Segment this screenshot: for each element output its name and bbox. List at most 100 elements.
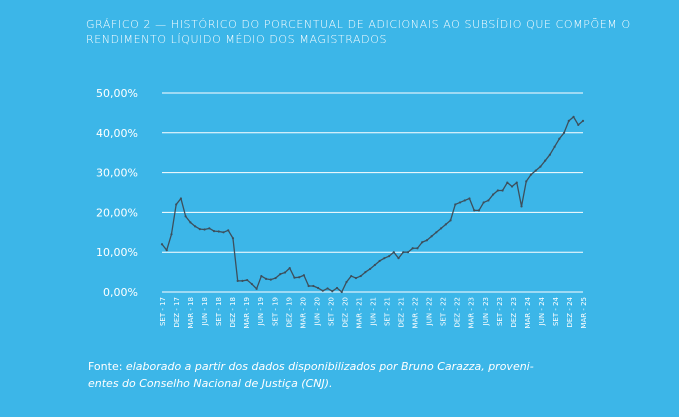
x-tick-label: MAR - 19 [243,297,251,329]
data-point [463,199,466,202]
data-point [260,274,263,278]
data-point [482,201,485,204]
y-tick-label: 20,00% [96,206,138,219]
data-point [444,223,447,226]
data-point [279,272,282,276]
data-point [425,239,428,242]
data-point [340,290,343,294]
x-tick-label: DEZ - 21 [398,297,406,328]
y-tick-label: 0,00% [103,286,138,299]
x-tick-label: SET - 19 [271,297,279,326]
x-tick-label: JUN - 22 [426,297,434,326]
data-point [468,197,471,200]
data-point [241,279,244,282]
data-point [212,230,216,233]
data-point [416,247,419,250]
x-tick-label: SET - 18 [215,297,223,326]
x-tick-label: JUN - 19 [257,297,265,326]
x-tick-label: MAR - 20 [299,297,307,329]
x-tick-label: SET - 23 [496,297,504,326]
data-point [506,181,509,184]
data-point [345,280,348,284]
x-tick-label: MAR - 24 [524,296,532,328]
source-prefix: Fonte: [88,360,126,373]
data-point [335,286,339,290]
data-point [208,227,211,230]
data-point [458,201,462,204]
data-point [572,115,575,118]
data-point [175,203,178,206]
x-tick-label: SET - 21 [384,297,392,326]
data-point [387,255,391,258]
x-axis-tick-labels: SET - 17 DEZ - 17 MAR - 18 JUN - 18 SET - 18… [159,296,588,328]
data-point [411,247,414,250]
data-point [354,276,358,280]
data-point [231,237,235,240]
x-tick-label: JUN - 20 [313,297,321,326]
data-point [236,279,239,282]
data-point [378,259,381,263]
data-point [496,189,499,192]
data-point [269,278,272,281]
data-point [392,251,395,254]
data-point [227,229,230,232]
x-tick-label: DEZ - 23 [510,297,518,328]
data-point [562,131,566,134]
data-point [170,233,173,236]
data-point [302,274,306,277]
y-tick-label: 40,00% [96,127,138,140]
data-point [203,228,206,231]
data-point [430,235,433,238]
chart-title-line-1: Gráfico 2 — Histórico do porcentual de a… [86,18,631,31]
x-tick-label: DEZ - 22 [454,297,462,328]
data-point [529,173,533,176]
data-point [298,276,301,279]
chart-title: Gráfico 2 — Histórico do porcentual de a… [86,17,646,47]
data-point [250,282,253,286]
data-point [544,159,547,162]
data-point [293,276,296,279]
grid-lines [162,92,583,293]
data-point [449,219,452,222]
data-point [454,203,457,206]
data-point [477,209,481,212]
x-tick-label: DEZ - 18 [229,297,237,328]
data-point [222,231,225,234]
data-point [539,165,542,168]
data-point [525,180,528,183]
data-point [288,267,291,270]
data-point [184,215,187,218]
x-tick-label: MAR - 18 [187,297,195,329]
data-point [364,271,367,274]
x-tick-label: SET - 17 [159,297,167,326]
series-line [161,116,584,293]
data-point [373,263,376,267]
series-group [160,115,585,294]
data-point [350,274,353,278]
x-tick-label: MAR - 22 [412,297,420,329]
data-point [473,209,476,212]
data-point [402,251,405,254]
data-point [510,185,514,188]
data-point [246,278,249,282]
source-text-line-1: elaborado a partir dos dados disponibili… [125,360,534,373]
y-tick-label: 10,00% [96,246,138,259]
data-point [217,230,220,233]
data-point [435,231,438,234]
y-tick-label: 50,00% [96,87,138,100]
data-point [553,145,556,148]
data-point [194,225,197,228]
data-point [558,137,561,140]
data-point [283,271,287,274]
data-point [312,284,315,288]
x-tick-label: MAR - 23 [468,297,476,329]
data-point [331,290,334,293]
x-tick-label: DEZ - 19 [285,297,293,328]
data-point [501,189,504,192]
data-point [487,199,490,202]
source-note: Fonte: elaborado a partir dos dados disp… [88,358,618,392]
x-tick-label: DEZ - 24 [566,296,574,327]
data-point [326,287,329,290]
data-point [492,193,495,196]
